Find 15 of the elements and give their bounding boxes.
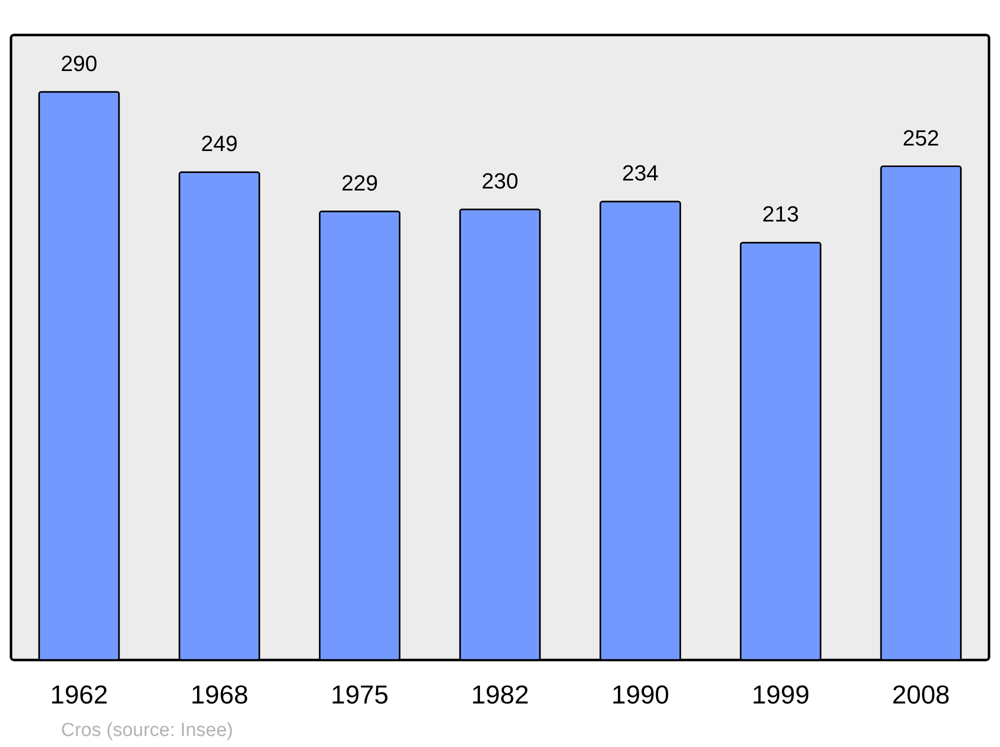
x-tick-label: 1975 bbox=[330, 680, 389, 710]
x-tick-label: 1999 bbox=[752, 680, 810, 710]
x-tick-label: 1962 bbox=[50, 680, 108, 710]
data-label: 229 bbox=[341, 170, 378, 196]
x-tick-label: 2008 bbox=[892, 680, 950, 710]
x-tick-label: 1968 bbox=[190, 680, 248, 710]
x-tick-label: 1990 bbox=[611, 680, 670, 710]
data-label: 249 bbox=[201, 131, 238, 156]
data-label: 234 bbox=[622, 160, 659, 186]
data-label: 213 bbox=[762, 202, 799, 227]
data-label: 252 bbox=[902, 125, 940, 150]
x-tick-label: 1982 bbox=[471, 680, 529, 710]
data-label: 290 bbox=[60, 50, 98, 76]
data-label: 230 bbox=[482, 168, 518, 194]
text: Cros (source: Insee) bbox=[61, 720, 234, 741]
